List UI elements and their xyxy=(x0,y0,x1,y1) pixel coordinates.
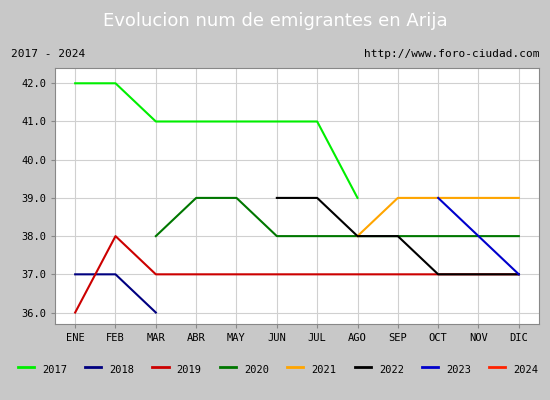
Text: Evolucion num de emigrantes en Arija: Evolucion num de emigrantes en Arija xyxy=(103,12,447,30)
Text: 2022: 2022 xyxy=(379,365,404,375)
Text: 2024: 2024 xyxy=(514,365,538,375)
Text: 2019: 2019 xyxy=(177,365,202,375)
Text: 2018: 2018 xyxy=(109,365,134,375)
Text: 2020: 2020 xyxy=(244,365,269,375)
Text: 2017: 2017 xyxy=(42,365,67,375)
Text: 2017 - 2024: 2017 - 2024 xyxy=(11,49,85,59)
Text: 2021: 2021 xyxy=(311,365,337,375)
Text: 2023: 2023 xyxy=(446,365,471,375)
Text: http://www.foro-ciudad.com: http://www.foro-ciudad.com xyxy=(364,49,539,59)
